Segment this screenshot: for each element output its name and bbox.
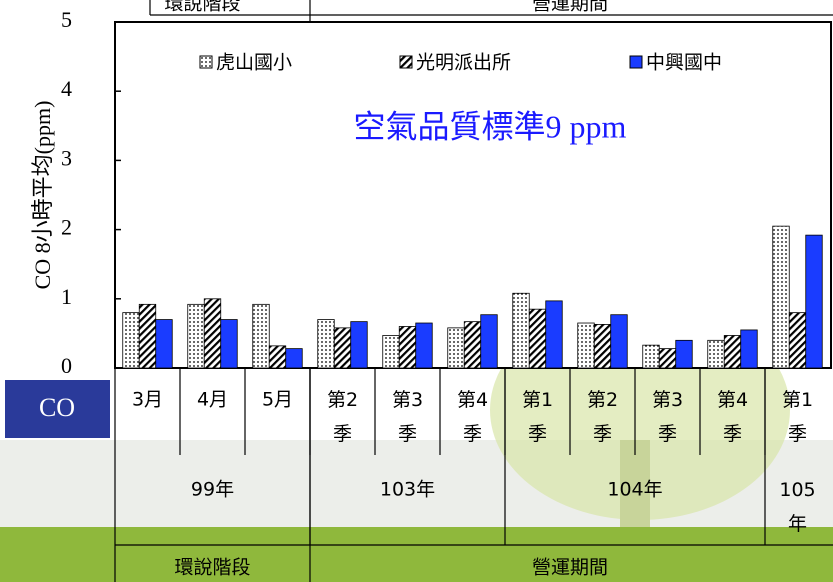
legend-label: 虎山國小 [216,52,292,74]
bar [772,225,790,369]
bar [658,348,677,369]
bar [723,335,742,369]
bar [447,327,465,369]
bar [268,345,287,369]
bar [382,335,400,369]
x-tick-label: 5月 [262,389,293,411]
x-tick-label: 第2 季 [327,389,358,445]
x-tick-label: 第3 季 [652,389,683,445]
phase-label-top: 環說階段 [164,0,240,15]
row-label-box [5,380,110,438]
y-tick-label: 5 [61,7,72,32]
x-tick-label: 第4 季 [457,389,488,445]
bar [138,303,157,369]
bar [577,322,595,369]
bar [203,298,222,369]
bar [740,329,758,369]
x-tick-label: 4月 [197,389,228,411]
x-tick-label: 3月 [132,389,163,411]
bar [707,339,725,369]
bar [317,319,335,369]
bar [545,300,563,369]
year-label: 105 年 [779,479,815,535]
x-tick-label: 第3 季 [392,389,423,445]
bar [610,314,628,369]
legend-label: 中興國中 [646,52,722,74]
x-tick-label: 第1 季 [782,389,813,445]
row-label: CO [39,393,75,422]
bar [350,321,368,369]
bar [480,314,498,369]
bar [415,322,433,369]
x-tick-label: 第4 季 [717,389,748,445]
legend-marker [629,55,643,69]
bar [333,327,352,369]
bar [512,292,530,369]
bar [675,339,693,369]
bar [187,303,205,369]
y-tick-label: 1 [61,284,72,309]
bar [252,303,270,369]
bar [220,319,238,369]
bar [805,234,823,369]
bar [593,324,612,369]
legend-marker [399,55,413,69]
y-tick-label: 0 [61,353,72,378]
annotation: 空氣品質標準9 ppm [354,108,627,144]
y-tick-label: 4 [61,76,72,101]
background-band [0,527,833,582]
bar [528,308,547,369]
year-label: 103年 [380,479,435,501]
phase-label: 環說階段 [174,557,250,579]
bar [398,326,417,369]
bar [285,348,303,369]
bar [463,321,482,369]
y-tick-label: 3 [61,145,72,170]
bar [122,312,140,369]
y-axis-label: CO 8小時平均(ppm) [30,101,55,290]
year-label: 99年 [191,479,234,501]
x-tick-label: 第1 季 [522,389,553,445]
bar [788,312,807,369]
legend-marker [199,55,213,69]
year-label: 104年 [607,479,662,501]
phase-label-top: 營運期間 [532,0,608,15]
y-tick-label: 2 [61,215,72,240]
phase-label: 營運期間 [532,557,608,579]
plot-frame [114,21,832,369]
bar [155,319,173,369]
x-tick-label: 第2 季 [587,389,618,445]
legend-label: 光明派出所 [416,52,511,74]
bar [642,344,660,369]
